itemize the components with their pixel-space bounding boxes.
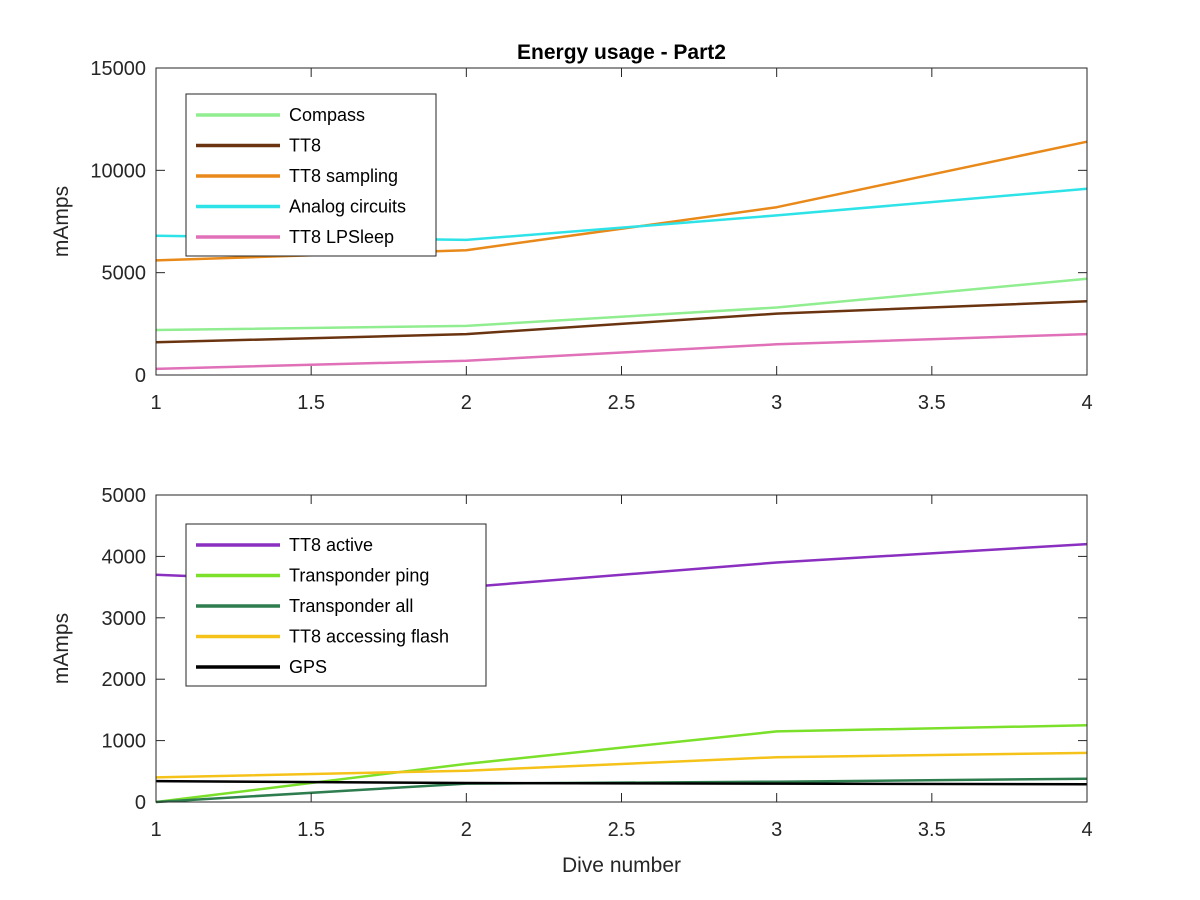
x-tick-label: 4 bbox=[1081, 392, 1092, 414]
x-tick-label: 1 bbox=[150, 392, 161, 414]
legend-label: Transponder ping bbox=[289, 566, 429, 586]
x-tick-label: 2.5 bbox=[608, 819, 636, 841]
y-tick-label: 5000 bbox=[102, 485, 147, 507]
x-tick-label: 1.5 bbox=[297, 392, 325, 414]
x-tick-label: 3.5 bbox=[918, 392, 946, 414]
y-tick-label: 0 bbox=[135, 365, 146, 387]
y-tick-label: 5000 bbox=[102, 263, 147, 285]
legend-label: Compass bbox=[289, 105, 365, 125]
x-tick-label: 2.5 bbox=[608, 392, 636, 414]
legend-label: Transponder all bbox=[289, 596, 413, 616]
y-tick-label: 0 bbox=[135, 792, 146, 814]
x-tick-label: 3.5 bbox=[918, 819, 946, 841]
y-tick-label: 15000 bbox=[90, 58, 146, 80]
x-tick-label: 4 bbox=[1081, 819, 1092, 841]
chart-title: Energy usage - Part2 bbox=[517, 41, 726, 64]
x-tick-label: 3 bbox=[771, 392, 782, 414]
legend-label: TT8 LPSleep bbox=[289, 227, 394, 247]
legend-label: TT8 active bbox=[289, 535, 373, 555]
legend-label: GPS bbox=[289, 657, 327, 677]
subplot-2: 1 1.5 2 2.5 3 3.5 4 0 1000 2000 3000 4000 5000 mAmps D… bbox=[50, 485, 1093, 877]
y-tick-label: 3000 bbox=[102, 608, 147, 630]
series-line-1-5 bbox=[155, 332, 1088, 371]
x-axis-label: Dive number bbox=[562, 854, 681, 877]
legend-label: Analog circuits bbox=[289, 197, 406, 217]
legend: Compass TT8 TT8 sampling Analog circuits TT8… bbox=[185, 93, 437, 257]
subplot-1: 1 1.5 2 2.5 3 3.5 4 0 5000 10000 15000 Energy usage… bbox=[50, 41, 1093, 414]
legend-label: TT8 sampling bbox=[289, 166, 398, 186]
x-tick-label: 1.5 bbox=[297, 819, 325, 841]
legend-label: TT8 bbox=[289, 136, 321, 156]
y-axis-label: mAmps bbox=[50, 186, 73, 257]
y-tick-label: 4000 bbox=[102, 546, 147, 568]
series-line-1-1 bbox=[155, 277, 1088, 332]
legend-label: TT8 accessing flash bbox=[289, 627, 449, 647]
x-tick-label: 2 bbox=[461, 392, 472, 414]
y-tick-label: 10000 bbox=[90, 160, 146, 182]
series-line-2-4 bbox=[155, 751, 1088, 779]
y-tick-label: 2000 bbox=[102, 669, 147, 691]
y-tick-label: 1000 bbox=[102, 731, 147, 753]
x-tick-label: 2 bbox=[461, 819, 472, 841]
series-line-2-5 bbox=[155, 779, 1088, 786]
series-line-1-2 bbox=[155, 300, 1088, 344]
x-tick-label: 3 bbox=[771, 819, 782, 841]
legend: TT8 active Transponder ping Transponder al… bbox=[185, 523, 487, 687]
y-axis-label: mAmps bbox=[50, 613, 73, 684]
x-tick-label: 1 bbox=[150, 819, 161, 841]
